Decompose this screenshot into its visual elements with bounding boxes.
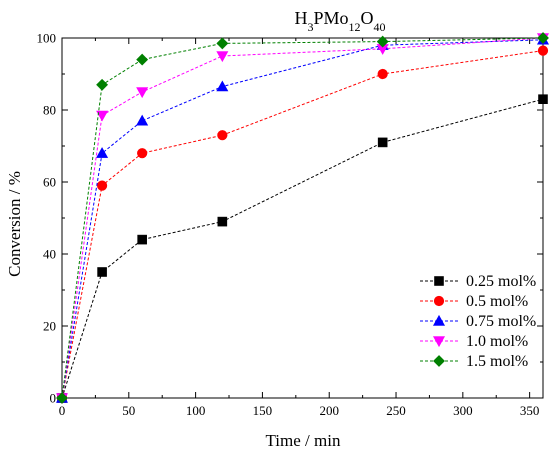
series-1-5-mol	[56, 32, 549, 404]
x-tick-label: 350	[520, 403, 540, 418]
y-tick-label: 60	[43, 175, 56, 190]
data-point	[537, 45, 549, 56]
legend-label: 1.5 mol%	[466, 353, 528, 370]
legend-item: 0.5 mol%	[420, 293, 528, 310]
data-point	[56, 392, 68, 404]
y-axis-title: Conversion / %	[5, 171, 24, 277]
series-line	[61, 39, 544, 399]
legend-marker	[433, 355, 445, 367]
data-point	[216, 51, 229, 63]
x-tick-label: 200	[319, 403, 339, 418]
data-point	[96, 110, 109, 122]
data-point	[538, 94, 548, 104]
x-axis-title: Time / min	[266, 431, 341, 450]
legend-item: 1.5 mol%	[420, 353, 528, 370]
y-axis: 0 20 40 60 80 100	[37, 31, 543, 406]
data-point	[376, 35, 389, 48]
title-part: 3	[307, 20, 313, 34]
legend-marker	[432, 314, 446, 326]
data-point	[136, 87, 149, 99]
y-tick-label: 0	[50, 391, 57, 406]
data-point	[216, 80, 229, 92]
data-point	[216, 37, 229, 50]
y-tick-label: 20	[43, 319, 56, 334]
y-tick-label: 80	[43, 103, 56, 118]
legend-item: 1.0 mol%	[420, 333, 528, 350]
x-tick-label: 250	[386, 403, 406, 418]
legend-item: 0.75 mol%	[420, 313, 536, 330]
data-point	[96, 78, 109, 91]
x-tick-label: 300	[453, 403, 473, 418]
data-point	[217, 130, 228, 141]
data-point	[217, 216, 228, 227]
data-point	[136, 53, 149, 66]
x-axis: 0 50 100 150 200 250 300 350	[59, 38, 540, 418]
data-point	[96, 147, 109, 158]
legend-item: 0.25 mol%	[420, 273, 536, 290]
series-layer	[55, 32, 550, 405]
data-point	[137, 148, 148, 159]
x-tick-label: 50	[122, 403, 135, 418]
series-line	[61, 37, 544, 399]
x-tick-label: 0	[59, 403, 66, 418]
legend-label: 0.75 mol%	[466, 313, 536, 330]
title-part: PMo	[313, 8, 348, 28]
title-part: O	[361, 8, 374, 28]
data-point	[537, 32, 549, 44]
data-point	[96, 180, 108, 191]
y-tick-label: 100	[37, 31, 57, 46]
series-line	[61, 37, 544, 399]
series-line	[61, 98, 544, 399]
y-tick-label: 40	[43, 247, 56, 262]
legend-marker	[432, 336, 446, 348]
data-point	[377, 68, 388, 80]
legend-marker	[433, 295, 445, 307]
legend: 0.25 mol% 0.5 mol% 0.75 mol% 1.0 mol% 1.5 mo…	[420, 273, 536, 370]
legend-label: 1.0 mol%	[466, 333, 528, 350]
data-point	[136, 114, 149, 126]
data-point	[137, 234, 147, 245]
series-0-5-mol	[56, 45, 549, 404]
legend-marker	[434, 276, 444, 286]
x-tick-label: 150	[253, 403, 273, 418]
x-tick-label: 100	[186, 403, 206, 418]
data-point	[97, 267, 107, 277]
title-part: 40	[374, 20, 386, 34]
title-part: 12	[349, 20, 361, 34]
legend-label: 0.25 mol%	[466, 273, 536, 290]
title-part: H	[294, 8, 307, 28]
chart-title: H3PMo12O40	[294, 8, 385, 34]
legend-label: 0.5 mol%	[466, 293, 528, 310]
series-line	[61, 50, 544, 399]
data-point	[377, 137, 388, 148]
